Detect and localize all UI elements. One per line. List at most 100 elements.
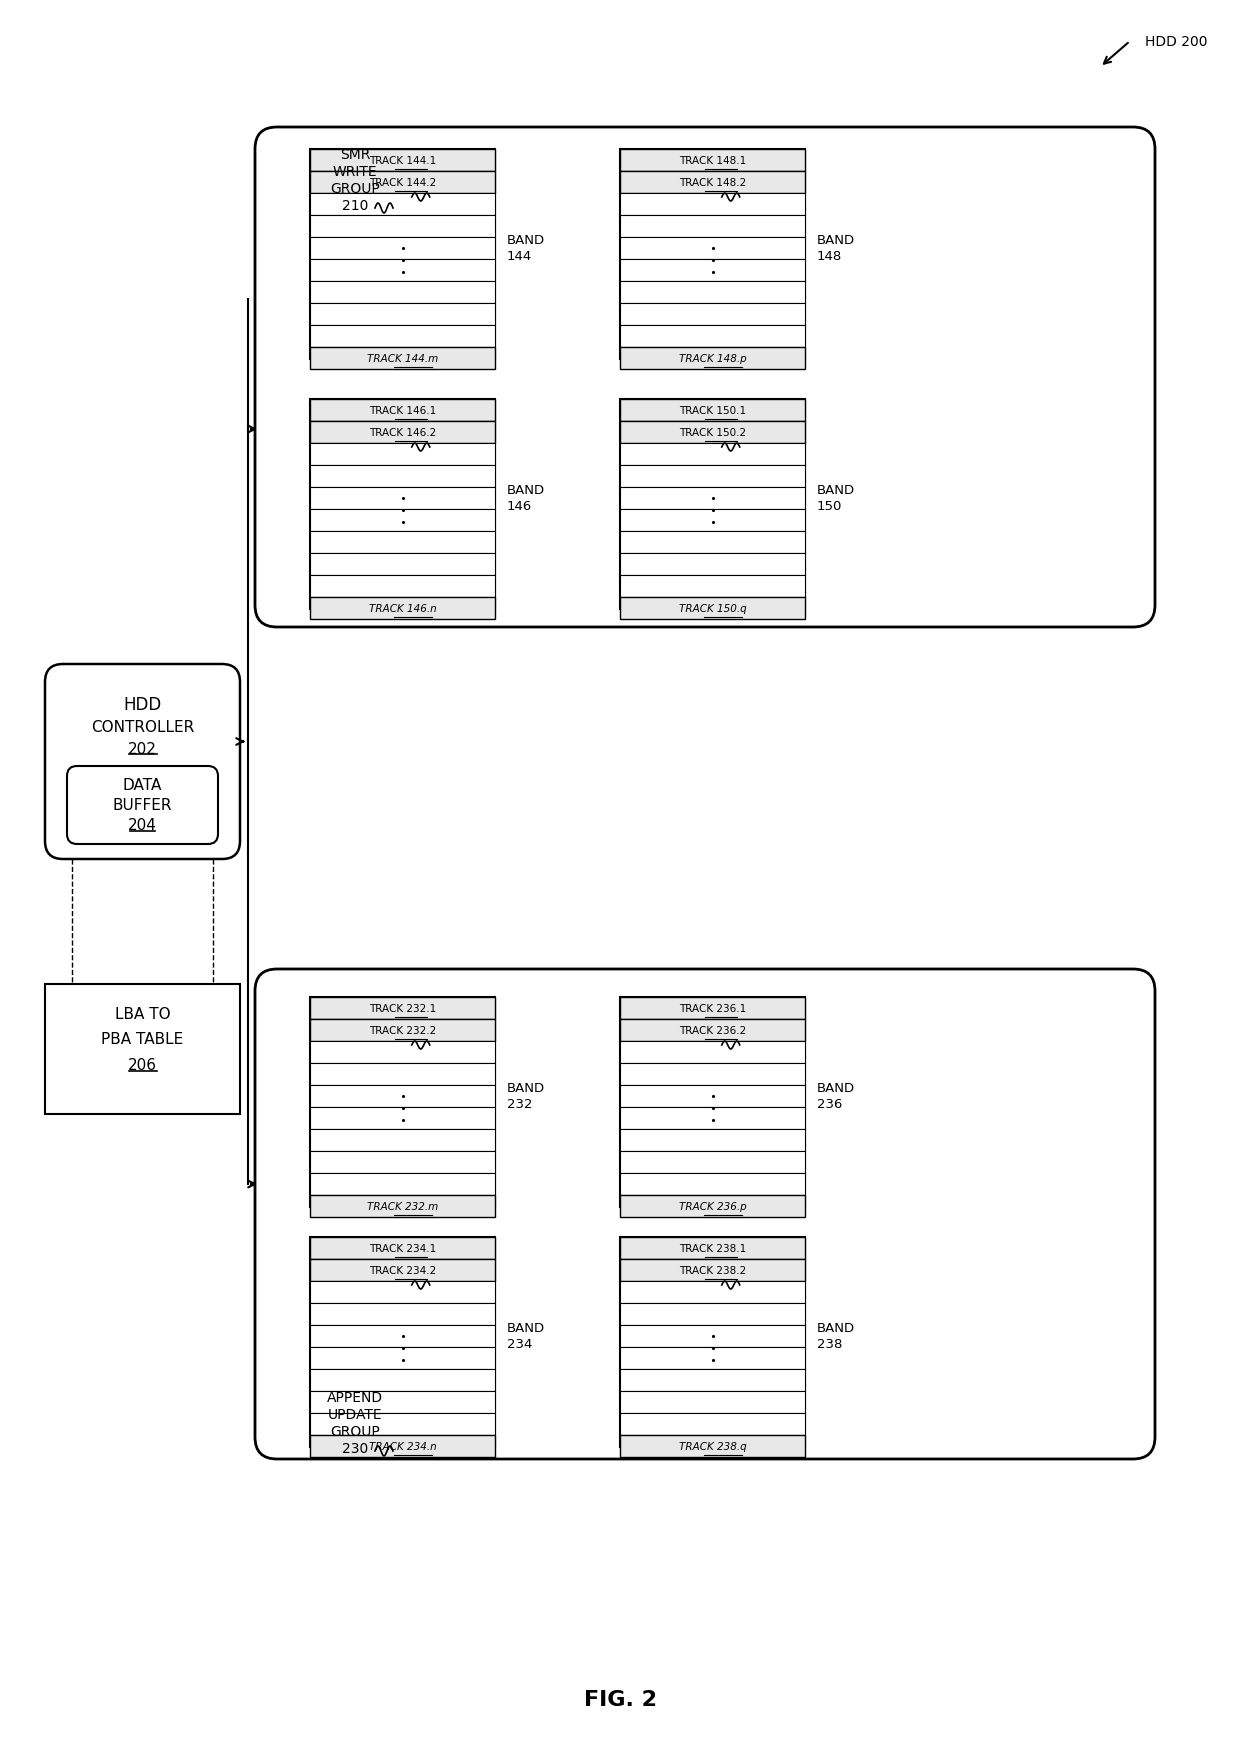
Text: TRACK 146.2: TRACK 146.2: [368, 428, 436, 437]
Bar: [620, 238, 805, 260]
Text: TRACK 236.1: TRACK 236.1: [678, 1003, 746, 1014]
Text: 144: 144: [507, 250, 532, 264]
FancyBboxPatch shape: [45, 664, 241, 860]
Text: FIG. 2: FIG. 2: [584, 1689, 656, 1710]
Text: BAND: BAND: [507, 1082, 546, 1094]
Bar: [310, 998, 495, 1208]
Text: 146: 146: [507, 500, 532, 514]
Text: BUFFER: BUFFER: [113, 797, 172, 813]
Bar: [310, 238, 495, 260]
Bar: [310, 1391, 495, 1412]
Bar: [620, 171, 805, 194]
Text: TRACK 148.2: TRACK 148.2: [678, 178, 746, 187]
Bar: [620, 1391, 805, 1412]
Text: GROUP: GROUP: [330, 1425, 379, 1439]
Text: 234: 234: [507, 1337, 532, 1351]
Text: TRACK 234.1: TRACK 234.1: [368, 1243, 436, 1253]
Bar: [310, 444, 495, 465]
Bar: [310, 194, 495, 215]
Text: BAND: BAND: [507, 234, 546, 248]
Bar: [620, 510, 805, 531]
Text: TRACK 148.1: TRACK 148.1: [678, 156, 746, 166]
Text: TRACK 232.1: TRACK 232.1: [368, 1003, 436, 1014]
Text: WRITE: WRITE: [332, 164, 377, 178]
Text: 206: 206: [128, 1058, 157, 1072]
Bar: [620, 1435, 805, 1458]
Bar: [310, 1304, 495, 1325]
Text: TRACK 146.n: TRACK 146.n: [368, 603, 436, 614]
Bar: [620, 304, 805, 325]
Bar: [310, 998, 495, 1019]
Bar: [310, 150, 495, 360]
Bar: [620, 444, 805, 465]
Bar: [620, 325, 805, 348]
Bar: [310, 1196, 495, 1217]
Bar: [310, 215, 495, 238]
Text: GROUP: GROUP: [330, 182, 379, 196]
Bar: [620, 1369, 805, 1391]
Text: TRACK 144.m: TRACK 144.m: [367, 353, 438, 364]
Bar: [620, 554, 805, 575]
Text: TRACK 144.1: TRACK 144.1: [368, 156, 436, 166]
Bar: [620, 1412, 805, 1435]
Text: TRACK 150.1: TRACK 150.1: [680, 406, 746, 416]
Bar: [310, 1108, 495, 1129]
Text: HDD: HDD: [123, 696, 161, 713]
Bar: [45, 984, 241, 1115]
Bar: [310, 348, 495, 371]
Bar: [620, 400, 805, 421]
Bar: [620, 1086, 805, 1108]
FancyBboxPatch shape: [67, 767, 218, 844]
Bar: [620, 1042, 805, 1063]
Bar: [310, 1019, 495, 1042]
Bar: [310, 281, 495, 304]
Text: TRACK 234.n: TRACK 234.n: [368, 1440, 436, 1451]
Bar: [310, 1042, 495, 1063]
Bar: [310, 260, 495, 281]
Bar: [310, 325, 495, 348]
Bar: [620, 598, 805, 619]
Bar: [310, 554, 495, 575]
Bar: [310, 1435, 495, 1458]
Text: BAND: BAND: [507, 1321, 546, 1335]
Text: 236: 236: [817, 1098, 842, 1112]
Bar: [310, 1152, 495, 1173]
Text: 150: 150: [817, 500, 842, 514]
Bar: [310, 1281, 495, 1304]
Bar: [620, 1108, 805, 1129]
Text: TRACK 232.m: TRACK 232.m: [367, 1201, 438, 1211]
Bar: [620, 1325, 805, 1348]
Bar: [620, 1152, 805, 1173]
Bar: [310, 465, 495, 488]
Bar: [620, 998, 805, 1208]
Text: 210: 210: [342, 199, 368, 213]
Text: 232: 232: [507, 1098, 532, 1112]
Bar: [310, 1238, 495, 1259]
Bar: [620, 1173, 805, 1196]
Bar: [310, 304, 495, 325]
Bar: [310, 1412, 495, 1435]
Bar: [620, 194, 805, 215]
Bar: [620, 281, 805, 304]
Text: LBA TO: LBA TO: [114, 1007, 170, 1023]
Text: TRACK 148.p: TRACK 148.p: [678, 353, 746, 364]
Bar: [310, 1129, 495, 1152]
Text: DATA: DATA: [123, 778, 162, 792]
Bar: [620, 348, 805, 371]
Bar: [310, 1063, 495, 1086]
Text: TRACK 238.2: TRACK 238.2: [678, 1266, 746, 1276]
Bar: [310, 510, 495, 531]
Text: BAND: BAND: [817, 484, 856, 496]
Text: BAND: BAND: [507, 484, 546, 496]
Bar: [620, 1129, 805, 1152]
Text: TRACK 234.2: TRACK 234.2: [368, 1266, 436, 1276]
Bar: [310, 150, 495, 171]
Bar: [620, 465, 805, 488]
Bar: [310, 1369, 495, 1391]
Bar: [620, 575, 805, 598]
Bar: [620, 1196, 805, 1217]
Text: CONTROLLER: CONTROLLER: [91, 718, 195, 734]
Text: TRACK 146.1: TRACK 146.1: [368, 406, 436, 416]
Bar: [620, 1238, 805, 1259]
Bar: [310, 598, 495, 619]
